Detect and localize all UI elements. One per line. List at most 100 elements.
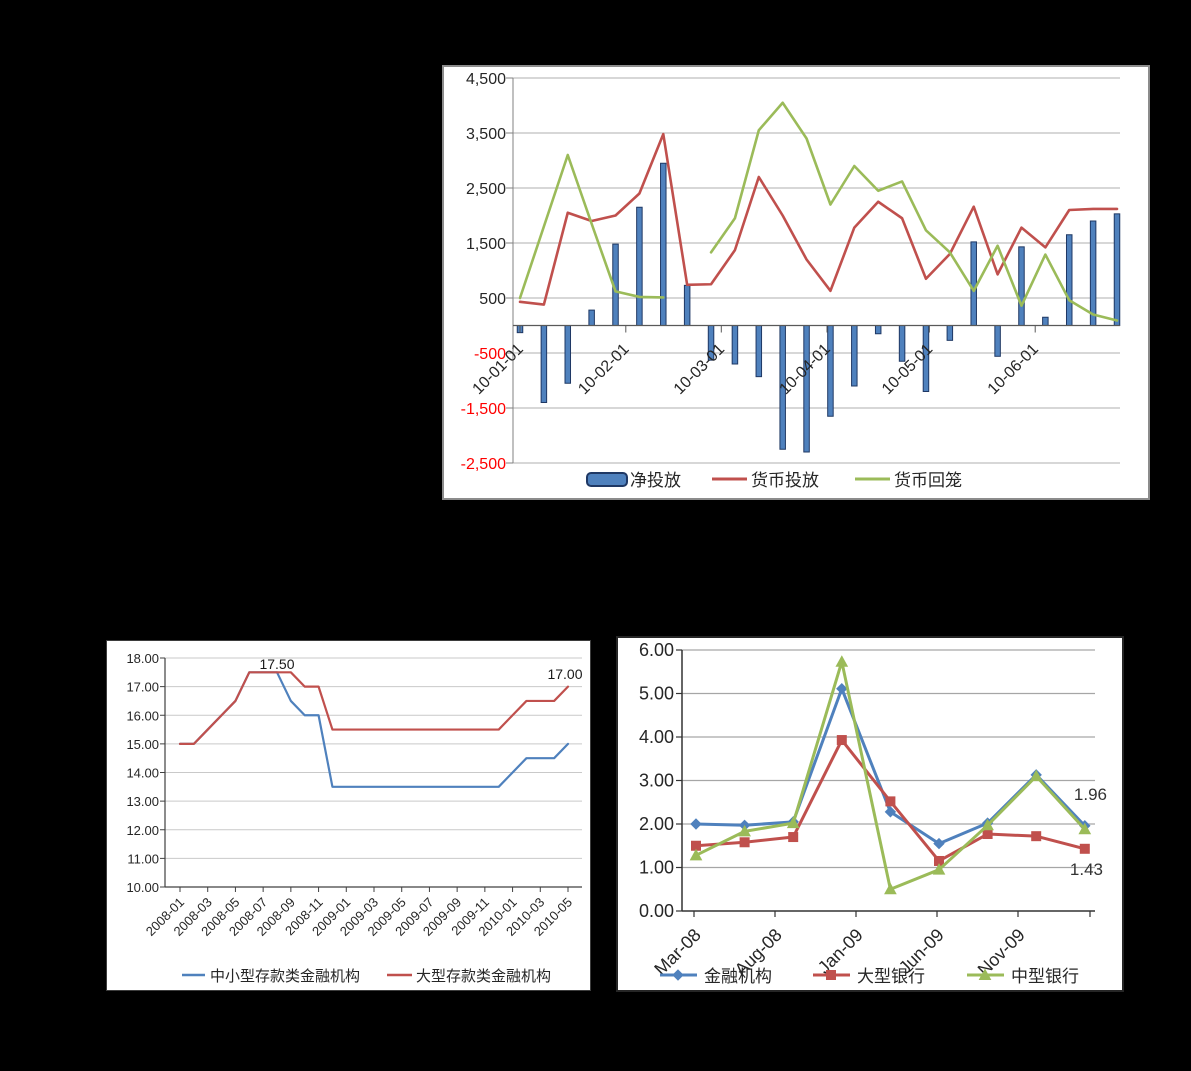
y-tick-label: 16.00 (126, 708, 159, 723)
bar (803, 325, 810, 453)
bar (660, 162, 667, 326)
legend: 金融机构 大型银行 中型银行 (660, 967, 1079, 986)
y-tick-label: 6.00 (639, 640, 674, 660)
triangle-marker (978, 968, 992, 980)
square-marker (836, 735, 847, 746)
square-marker (1079, 843, 1090, 854)
y-tick-label: 1.00 (639, 858, 674, 878)
bar-series-net-injection (516, 162, 1121, 453)
diamond-marker (690, 818, 702, 830)
y-tick-label: 10.00 (126, 880, 159, 895)
y-tick-label: 4,500 (466, 71, 506, 88)
bar (946, 325, 954, 341)
square-marker (826, 970, 836, 980)
triangle-marker (981, 818, 994, 831)
annotation-17-50: 17.50 (259, 656, 294, 672)
bar (1018, 246, 1025, 327)
y-tick-label: 15.00 (126, 737, 159, 752)
omo-combo-chart: 4,500 3,500 2,500 1,500 500 -500 -1,500 -2,500 1… (461, 71, 1121, 490)
bar (540, 325, 548, 403)
triangle-marker (786, 816, 800, 829)
annotation-17-00: 17.00 (547, 666, 582, 682)
legend: 中小型存款类金融机构 大型存款类金融机构 (182, 968, 551, 985)
y-tick-label: 2.00 (639, 814, 674, 834)
y-tick-label: 18.00 (126, 651, 159, 666)
bar (970, 241, 977, 326)
x-tick-label: 10-06-01 (985, 341, 1042, 398)
x-tick-label: 10-02-01 (575, 341, 632, 398)
chart-panel-reserve-requirement-ratio: 18.00 17.00 16.00 15.00 14.00 13.00 12.00 11.00… (107, 641, 590, 990)
line-series-2 (709, 101, 1119, 322)
triangle-marker (738, 824, 751, 837)
bar (683, 284, 691, 327)
legend-label: 中型银行 (1011, 967, 1079, 986)
legend-bar-swatch (586, 472, 628, 487)
y-tick-label: 4.00 (639, 727, 674, 747)
bar (827, 325, 834, 417)
rrr-line-chart: 18.00 17.00 16.00 15.00 14.00 13.00 12.00 11.00… (126, 651, 582, 985)
diamond-marker (836, 683, 848, 695)
y-tick-label: 3.00 (639, 771, 674, 791)
bar (1113, 213, 1121, 327)
line-series-2 (518, 153, 665, 300)
legend-label: 金融机构 (704, 967, 772, 986)
square-marker (885, 796, 896, 807)
y-tick-label: 0.00 (639, 901, 674, 921)
bar (588, 309, 595, 327)
legend-label: 大型存款类金融机构 (416, 968, 551, 985)
y-tick-label: 1,500 (466, 236, 506, 253)
square-marker (788, 832, 799, 843)
line-series-1 (178, 671, 570, 745)
legend-label: 货币回笼 (894, 471, 962, 490)
bar (731, 325, 739, 365)
y-tick-label: 13.00 (126, 794, 159, 809)
y-tick-label: 14.00 (126, 766, 159, 781)
y-tick-label: 500 (479, 291, 506, 308)
triangle-marker (835, 655, 849, 667)
diamond-marker (933, 837, 945, 850)
bar (636, 206, 643, 326)
bar (874, 325, 882, 335)
triangle-marker (884, 882, 897, 895)
y-tick-label: -500 (474, 346, 506, 363)
y-tick-label: 11.00 (127, 851, 159, 866)
y-tick-label: 12.00 (126, 823, 159, 838)
bar (755, 325, 763, 378)
diamond-marker (672, 969, 684, 981)
y-tick-label: -2,500 (461, 456, 506, 473)
bar (898, 325, 906, 362)
chart-panel-open-market-operations: 4,500 3,500 2,500 1,500 500 -500 -1,500 -2,500 1… (444, 67, 1148, 498)
y-tick-label: 5.00 (639, 684, 674, 704)
chart-panel-excess-reserve-ratio: 6.00 5.00 4.00 3.00 2.00 1.00 0.00 Mar-08 Aug-08… (618, 638, 1122, 990)
bar (851, 325, 858, 387)
legend-label: 大型银行 (857, 967, 925, 986)
square-marker (1031, 831, 1042, 842)
triangle-marker (689, 848, 703, 861)
y-tick-label: 2,500 (466, 181, 506, 198)
legend-label: 中小型存款类金融机构 (210, 968, 360, 985)
y-tick-label: 3,500 (466, 126, 506, 143)
bar (994, 325, 1001, 357)
triangle-marker (1029, 769, 1043, 782)
bar (1065, 234, 1073, 326)
triangle-marker (1078, 822, 1092, 835)
legend-label: 货币投放 (751, 471, 819, 490)
bar (1089, 220, 1097, 326)
annotation-1-96: 1.96 (1074, 785, 1107, 804)
square-marker (739, 837, 750, 848)
y-tick-label: 17.00 (126, 680, 159, 695)
legend: 净投放 货币投放 货币回笼 (586, 471, 962, 490)
bar (564, 325, 572, 384)
legend-label: 净投放 (630, 471, 681, 490)
line-series-1 (518, 132, 1119, 306)
annotation-1-43: 1.43 (1070, 860, 1103, 879)
diamond-marker (884, 806, 897, 818)
line-series-0 (694, 687, 1087, 846)
line-series-2 (694, 660, 1087, 891)
y-tick-label: -1,500 (461, 401, 506, 418)
square-marker (982, 829, 993, 840)
triangle-marker (932, 863, 946, 875)
x-tick-label: 10-03-01 (671, 341, 728, 398)
